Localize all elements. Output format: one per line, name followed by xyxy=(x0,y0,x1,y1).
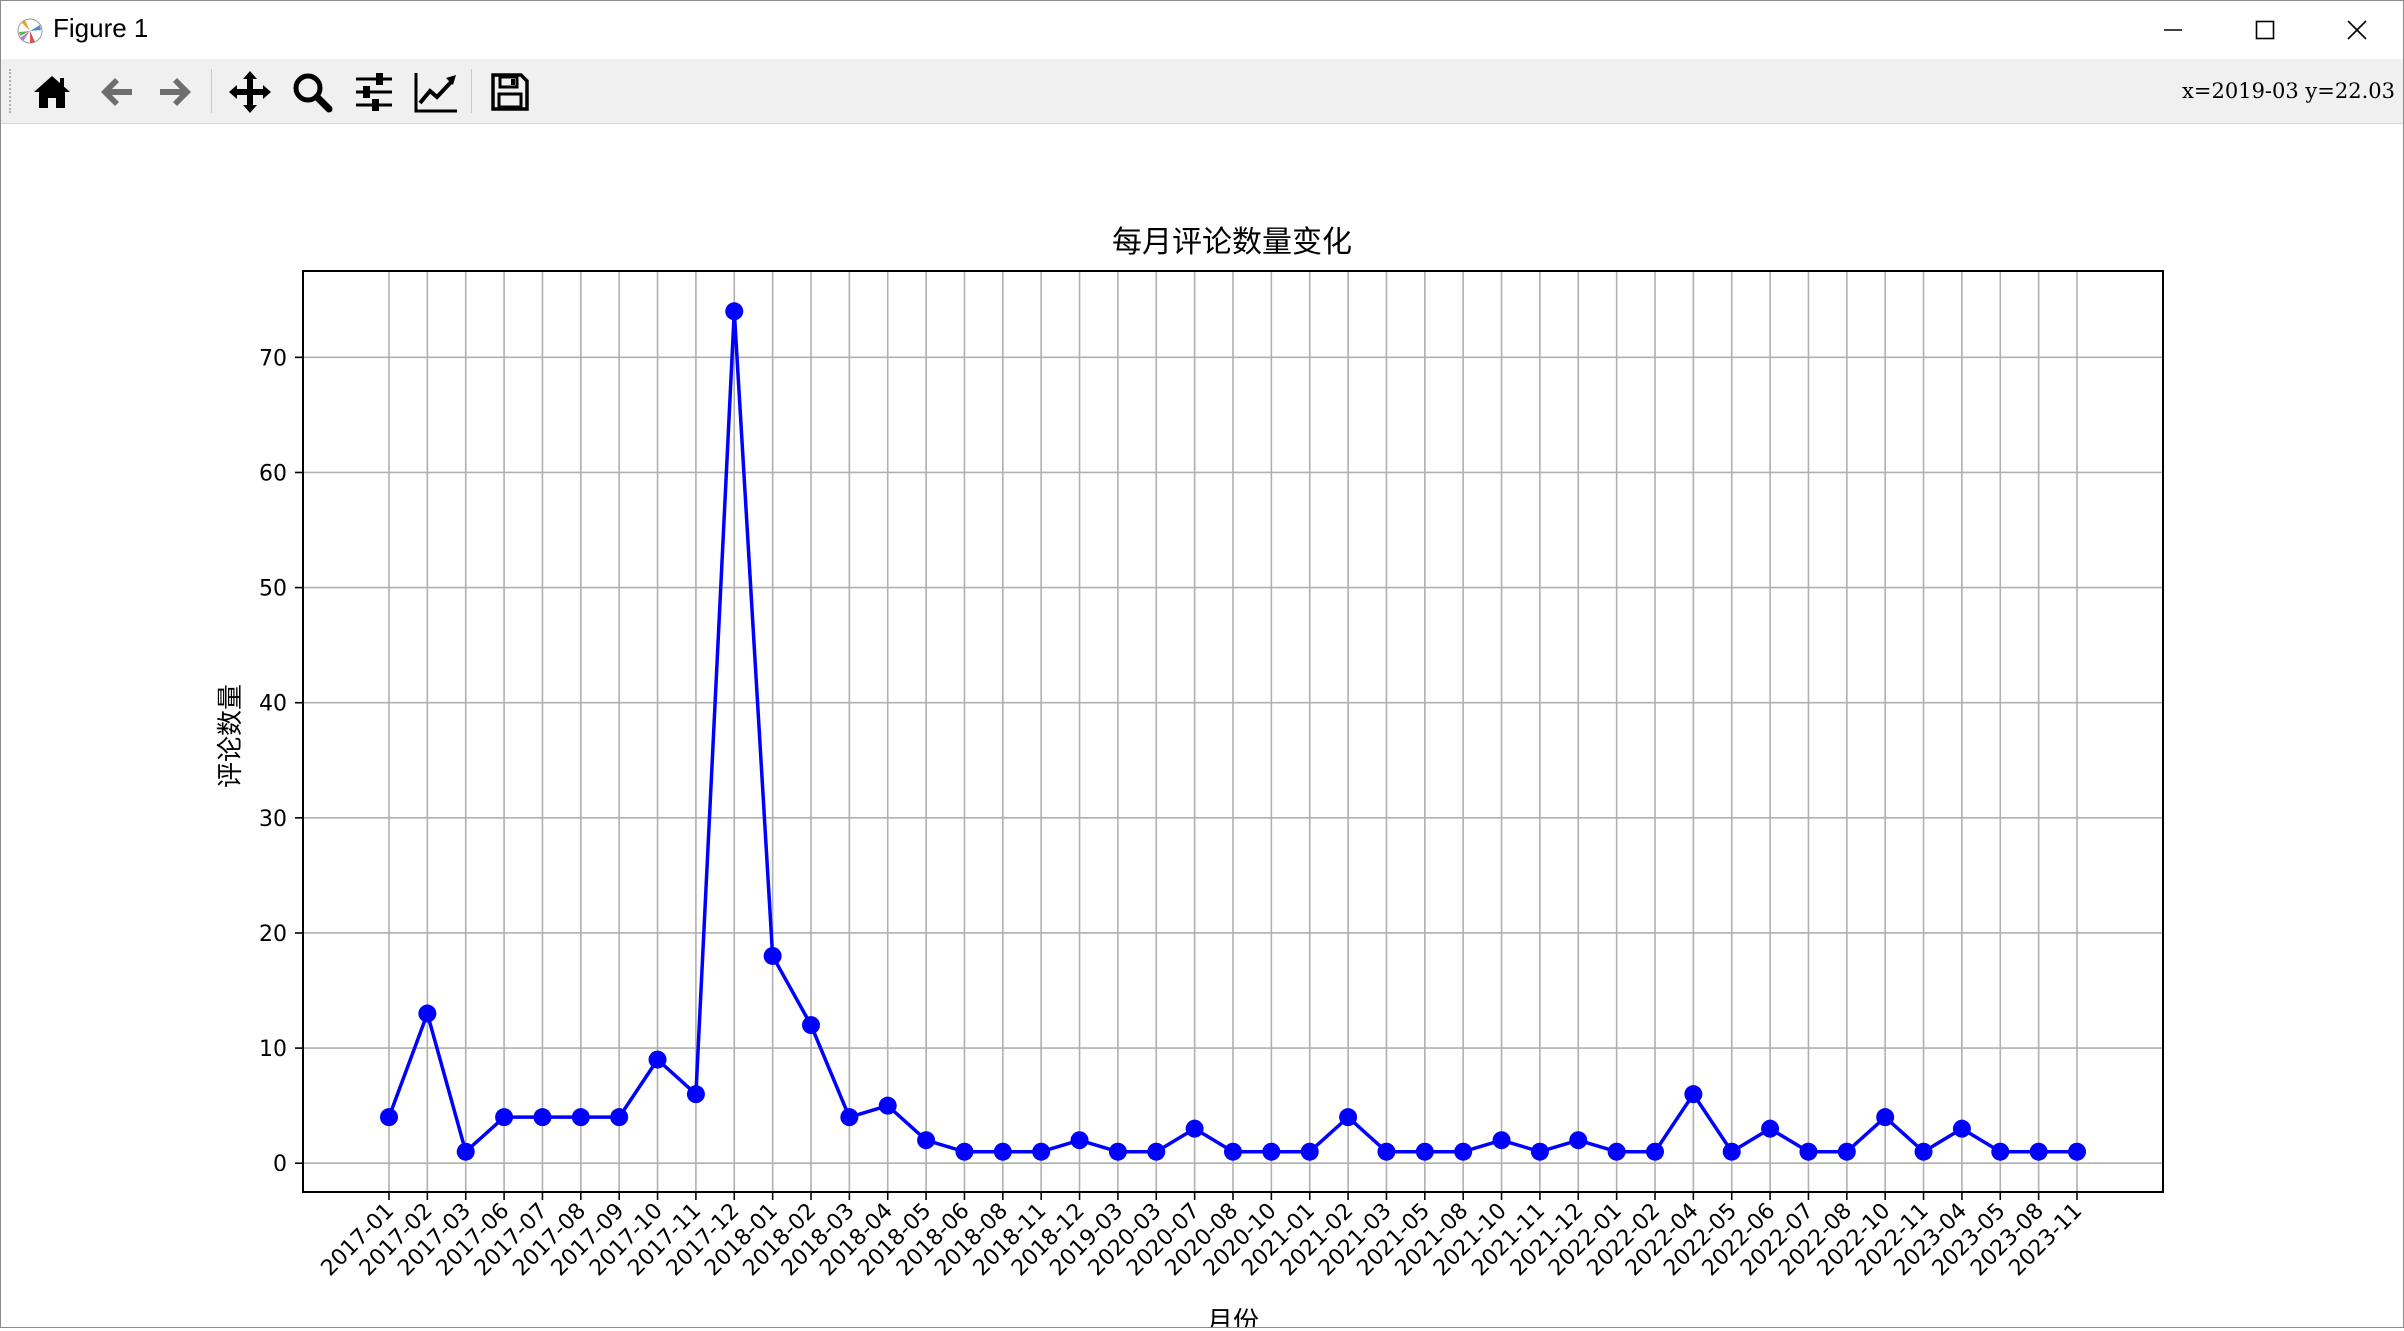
data-point[interactable] xyxy=(1070,1131,1089,1150)
grid-lines xyxy=(303,271,2163,1192)
data-point[interactable] xyxy=(1837,1142,1856,1161)
figure-canvas[interactable]: 每月评论数量变化 0 10 20 30 40 50 60 70 2017-01 2017-02 2… xyxy=(1,124,2403,1331)
data-point[interactable] xyxy=(1415,1142,1434,1161)
data-point[interactable] xyxy=(648,1050,667,1069)
toolbar-separator xyxy=(211,69,212,113)
cursor-coordinates: x=2019-03 y=22.03 xyxy=(2182,79,2395,103)
forward-icon xyxy=(160,78,191,106)
data-point[interactable] xyxy=(802,1016,820,1035)
data-point[interactable] xyxy=(456,1142,475,1161)
data-point[interactable] xyxy=(1952,1119,1971,1138)
data-point[interactable] xyxy=(610,1108,629,1127)
edit-axis-button[interactable] xyxy=(411,67,461,117)
title-bar[interactable]: Figure 1 xyxy=(1,1,2403,59)
data-point[interactable] xyxy=(1876,1108,1895,1127)
data-point[interactable] xyxy=(917,1131,936,1150)
close-button[interactable] xyxy=(2311,1,2403,59)
y-axis-label: 评论数量 xyxy=(216,684,246,788)
data-point[interactable] xyxy=(533,1108,552,1127)
data-point[interactable] xyxy=(1914,1142,1933,1161)
data-point[interactable] xyxy=(1492,1131,1511,1150)
data-point[interactable] xyxy=(725,302,744,321)
y-tick-label: 20 xyxy=(259,922,287,947)
back-button[interactable] xyxy=(91,67,141,117)
data-point[interactable] xyxy=(878,1096,897,1115)
data-point[interactable] xyxy=(1032,1142,1051,1161)
pan-icon xyxy=(229,71,271,113)
pan-button[interactable] xyxy=(225,67,275,117)
line-chart[interactable]: 每月评论数量变化 0 10 20 30 40 50 60 70 2017-012017-022… xyxy=(1,124,2403,1331)
y-tick-label: 0 xyxy=(273,1152,287,1177)
data-point[interactable] xyxy=(686,1085,705,1104)
data-point[interactable] xyxy=(955,1142,974,1161)
data-point[interactable] xyxy=(495,1108,514,1127)
data-point[interactable] xyxy=(1646,1142,1664,1161)
configure-subplots-icon xyxy=(356,73,392,111)
minimize-icon xyxy=(2164,29,2182,31)
navigation-toolbar: x=2019-03 y=22.03 xyxy=(1,59,2403,124)
toolbar-grip xyxy=(9,69,14,113)
data-point[interactable] xyxy=(1339,1108,1358,1127)
data-point[interactable] xyxy=(763,946,782,965)
configure-subplots-button[interactable] xyxy=(349,67,399,117)
data-point[interactable] xyxy=(1569,1131,1588,1150)
y-tick-label: 40 xyxy=(259,692,287,717)
maximize-icon xyxy=(2255,20,2275,40)
home-icon xyxy=(34,76,70,108)
y-tick-label: 10 xyxy=(259,1037,287,1062)
save-icon xyxy=(491,73,529,111)
data-point[interactable] xyxy=(1761,1119,1780,1138)
data-point[interactable] xyxy=(1530,1142,1549,1161)
maximize-button[interactable] xyxy=(2219,1,2311,59)
y-tick-label: 60 xyxy=(259,461,287,486)
close-icon xyxy=(2347,20,2367,40)
data-point[interactable] xyxy=(418,1004,437,1023)
data-point[interactable] xyxy=(1377,1142,1396,1161)
data-point[interactable] xyxy=(1722,1142,1741,1161)
toolbar-separator xyxy=(471,69,472,113)
forward-button[interactable] xyxy=(151,67,201,117)
x-axis: 2017-012017-022017-032017-062017-072017-… xyxy=(317,1192,2087,1281)
data-point[interactable] xyxy=(1262,1142,1281,1161)
data-point[interactable] xyxy=(840,1108,859,1127)
home-button[interactable] xyxy=(27,67,77,117)
matplotlib-logo-icon xyxy=(17,18,43,44)
data-point[interactable] xyxy=(1607,1142,1626,1161)
minimize-button[interactable] xyxy=(2127,1,2219,59)
data-point[interactable] xyxy=(1799,1142,1818,1161)
data-point[interactable] xyxy=(2029,1142,2048,1161)
data-point[interactable] xyxy=(1224,1142,1242,1161)
x-axis-label: 月份 xyxy=(1207,1307,1259,1327)
y-tick-label: 70 xyxy=(259,346,287,371)
series-line xyxy=(380,302,2086,1161)
y-tick-label: 30 xyxy=(259,807,287,832)
data-point[interactable] xyxy=(1300,1142,1319,1161)
zoom-button[interactable] xyxy=(287,67,337,117)
data-point[interactable] xyxy=(993,1142,1012,1161)
data-point[interactable] xyxy=(1991,1142,2010,1161)
data-point[interactable] xyxy=(2068,1142,2086,1161)
data-point[interactable] xyxy=(1185,1119,1204,1138)
window-title: Figure 1 xyxy=(53,13,149,43)
edit-axis-icon xyxy=(414,73,457,113)
data-point[interactable] xyxy=(380,1108,398,1127)
data-point[interactable] xyxy=(1147,1142,1166,1161)
chart-title: 每月评论数量变化 xyxy=(1112,225,1352,260)
back-icon xyxy=(101,78,132,106)
y-tick-label: 50 xyxy=(259,577,287,602)
data-point[interactable] xyxy=(571,1108,590,1127)
data-point[interactable] xyxy=(1108,1142,1127,1161)
zoom-icon xyxy=(293,73,333,113)
y-axis: 0 10 20 30 40 50 60 70 xyxy=(259,346,303,1177)
save-button[interactable] xyxy=(485,67,535,117)
data-point[interactable] xyxy=(1454,1142,1473,1161)
data-point[interactable] xyxy=(1684,1085,1703,1104)
